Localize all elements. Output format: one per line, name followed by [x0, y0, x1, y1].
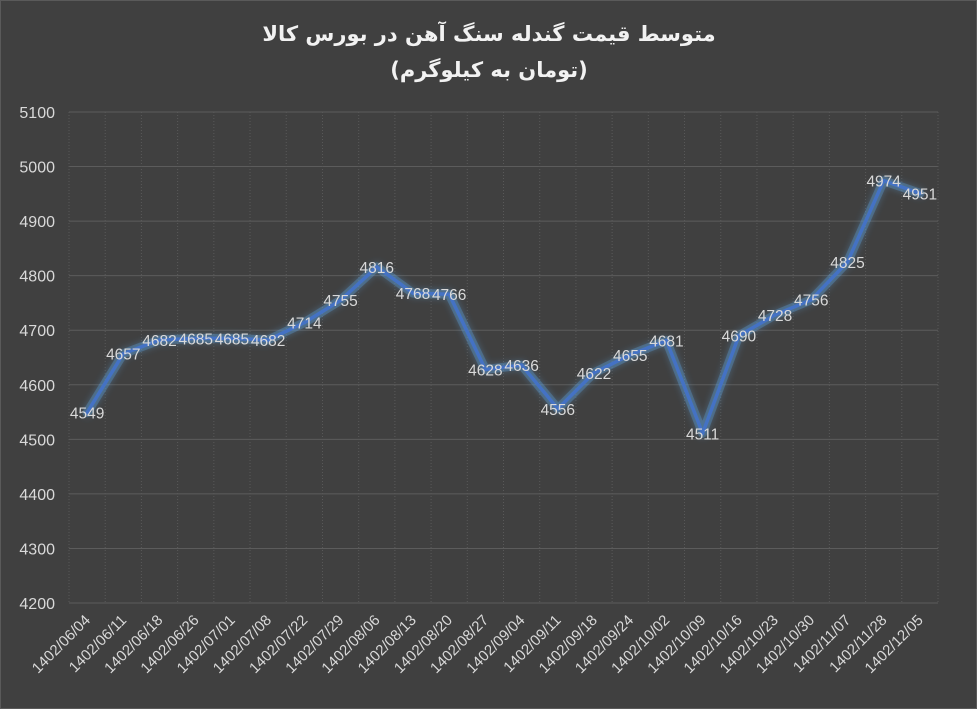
data-label: 4685	[178, 331, 212, 348]
y-tick-label: 4900	[19, 214, 55, 231]
data-label: 4714	[287, 316, 322, 333]
data-label: 4825	[830, 255, 864, 272]
y-tick-label: 4400	[19, 487, 55, 504]
data-point	[483, 367, 488, 372]
data-label: 4657	[106, 347, 140, 364]
series-line	[82, 176, 925, 438]
data-point	[556, 406, 560, 411]
data-point	[628, 352, 633, 357]
data-point	[881, 178, 886, 183]
data-label: 4728	[758, 308, 792, 325]
chart-title: متوسط قیمت گندله سنگ آهن در بورس کالا	[262, 21, 715, 46]
data-label: 4655	[613, 348, 647, 365]
x-axis: 1402/06/041402/06/111402/06/181402/06/26…	[29, 612, 927, 677]
data-label: 4756	[794, 293, 828, 310]
y-tick-label: 4300	[19, 541, 55, 558]
data-label: 4685	[215, 331, 249, 348]
data-point	[845, 260, 850, 264]
data-label: 4549	[70, 406, 104, 423]
data-point	[157, 338, 162, 342]
data-point	[411, 291, 415, 295]
data-label: 4556	[541, 402, 575, 419]
data-point	[230, 336, 234, 341]
data-point	[121, 351, 126, 356]
data-point	[302, 320, 307, 325]
data-label: 4766	[432, 287, 466, 304]
y-tick-label: 4600	[19, 378, 55, 395]
data-point	[809, 297, 814, 302]
data-label: 4628	[468, 363, 502, 380]
data-point	[664, 338, 669, 343]
data-label: 4682	[251, 333, 285, 350]
data-label: 4511	[686, 426, 719, 443]
data-point	[447, 292, 451, 297]
y-tick-label: 5100	[19, 105, 55, 122]
data-label: 4622	[577, 366, 611, 383]
data-point	[592, 370, 596, 375]
y-tick-label: 4700	[19, 323, 55, 340]
y-tick-label: 4200	[19, 596, 55, 613]
data-point	[773, 313, 777, 317]
data-label: 4974	[866, 174, 901, 191]
y-tick-label: 5000	[19, 160, 55, 177]
data-point	[700, 431, 705, 436]
data-label: 4681	[649, 334, 683, 351]
chart-subtitle: (تومان به کیلوگرم)	[390, 57, 588, 82]
y-tick-label: 4500	[19, 432, 55, 449]
data-point	[338, 298, 343, 303]
series-path	[85, 178, 922, 436]
data-label: 4690	[722, 329, 757, 346]
data-label: 4636	[504, 358, 538, 375]
data-point	[193, 336, 198, 341]
data-label: 4682	[142, 333, 176, 350]
data-point	[85, 410, 89, 415]
y-axis: 4200 4300 4400 4500 4600 4700 4800 4900 5000 5100	[19, 105, 55, 613]
data-point	[519, 363, 524, 367]
data-label: 4768	[396, 286, 430, 303]
data-point	[737, 333, 741, 338]
data-label: 4816	[360, 260, 394, 277]
data-point	[266, 338, 270, 342]
y-tick-label: 4800	[19, 269, 55, 286]
data-point	[918, 191, 922, 196]
data-point	[374, 265, 379, 269]
grid	[68, 111, 939, 604]
data-label: 4755	[323, 293, 357, 310]
data-label: 4951	[903, 186, 937, 203]
